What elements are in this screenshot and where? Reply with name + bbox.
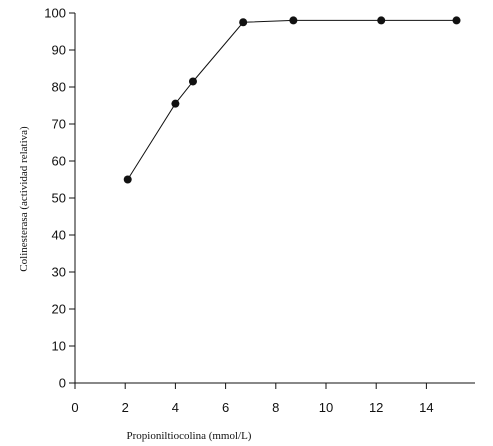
x-tick-label: 2 — [122, 400, 129, 415]
x-tick-label: 12 — [369, 400, 383, 415]
y-tick-label: 0 — [59, 376, 66, 391]
x-tick-label: 0 — [71, 400, 78, 415]
plot-series — [123, 16, 461, 184]
data-point — [171, 99, 180, 108]
y-tick-label: 100 — [44, 6, 66, 21]
y-tick-label: 40 — [52, 228, 66, 243]
y-axis: 0 10 20 30 40 50 60 70 80 90 100 — [44, 6, 76, 391]
data-point — [289, 16, 298, 25]
series-line — [127, 19, 457, 180]
x-tick-label: 4 — [172, 400, 179, 415]
y-tick-label: 10 — [52, 339, 66, 354]
y-tick-label: 80 — [52, 80, 66, 95]
data-point — [239, 18, 248, 27]
data-point — [377, 16, 386, 25]
y-axis-title: Colinesterasa (actividad relativa) — [18, 126, 30, 272]
x-axis-title: Propioniltiocolina (mmol/L) — [127, 430, 252, 442]
x-axis: 0 2 4 6 8 10 12 14 — [71, 382, 475, 415]
x-tick-label: 8 — [272, 400, 279, 415]
x-ticks: 0 2 4 6 8 10 12 14 — [71, 383, 434, 415]
y-tick-label: 70 — [52, 117, 66, 132]
y-tick-label: 30 — [52, 265, 66, 280]
x-tick-label: 6 — [222, 400, 229, 415]
data-point — [452, 16, 461, 25]
y-tick-label: 20 — [52, 302, 66, 317]
data-point — [188, 77, 197, 86]
y-tick-label: 50 — [52, 191, 66, 206]
x-tick-label: 10 — [319, 400, 333, 415]
y-tick-label: 60 — [52, 154, 66, 169]
data-point — [123, 175, 132, 184]
x-tick-label: 14 — [419, 400, 433, 415]
y-ticks: 0 10 20 30 40 50 60 70 80 90 100 — [44, 6, 75, 391]
y-tick-label: 90 — [52, 43, 66, 58]
